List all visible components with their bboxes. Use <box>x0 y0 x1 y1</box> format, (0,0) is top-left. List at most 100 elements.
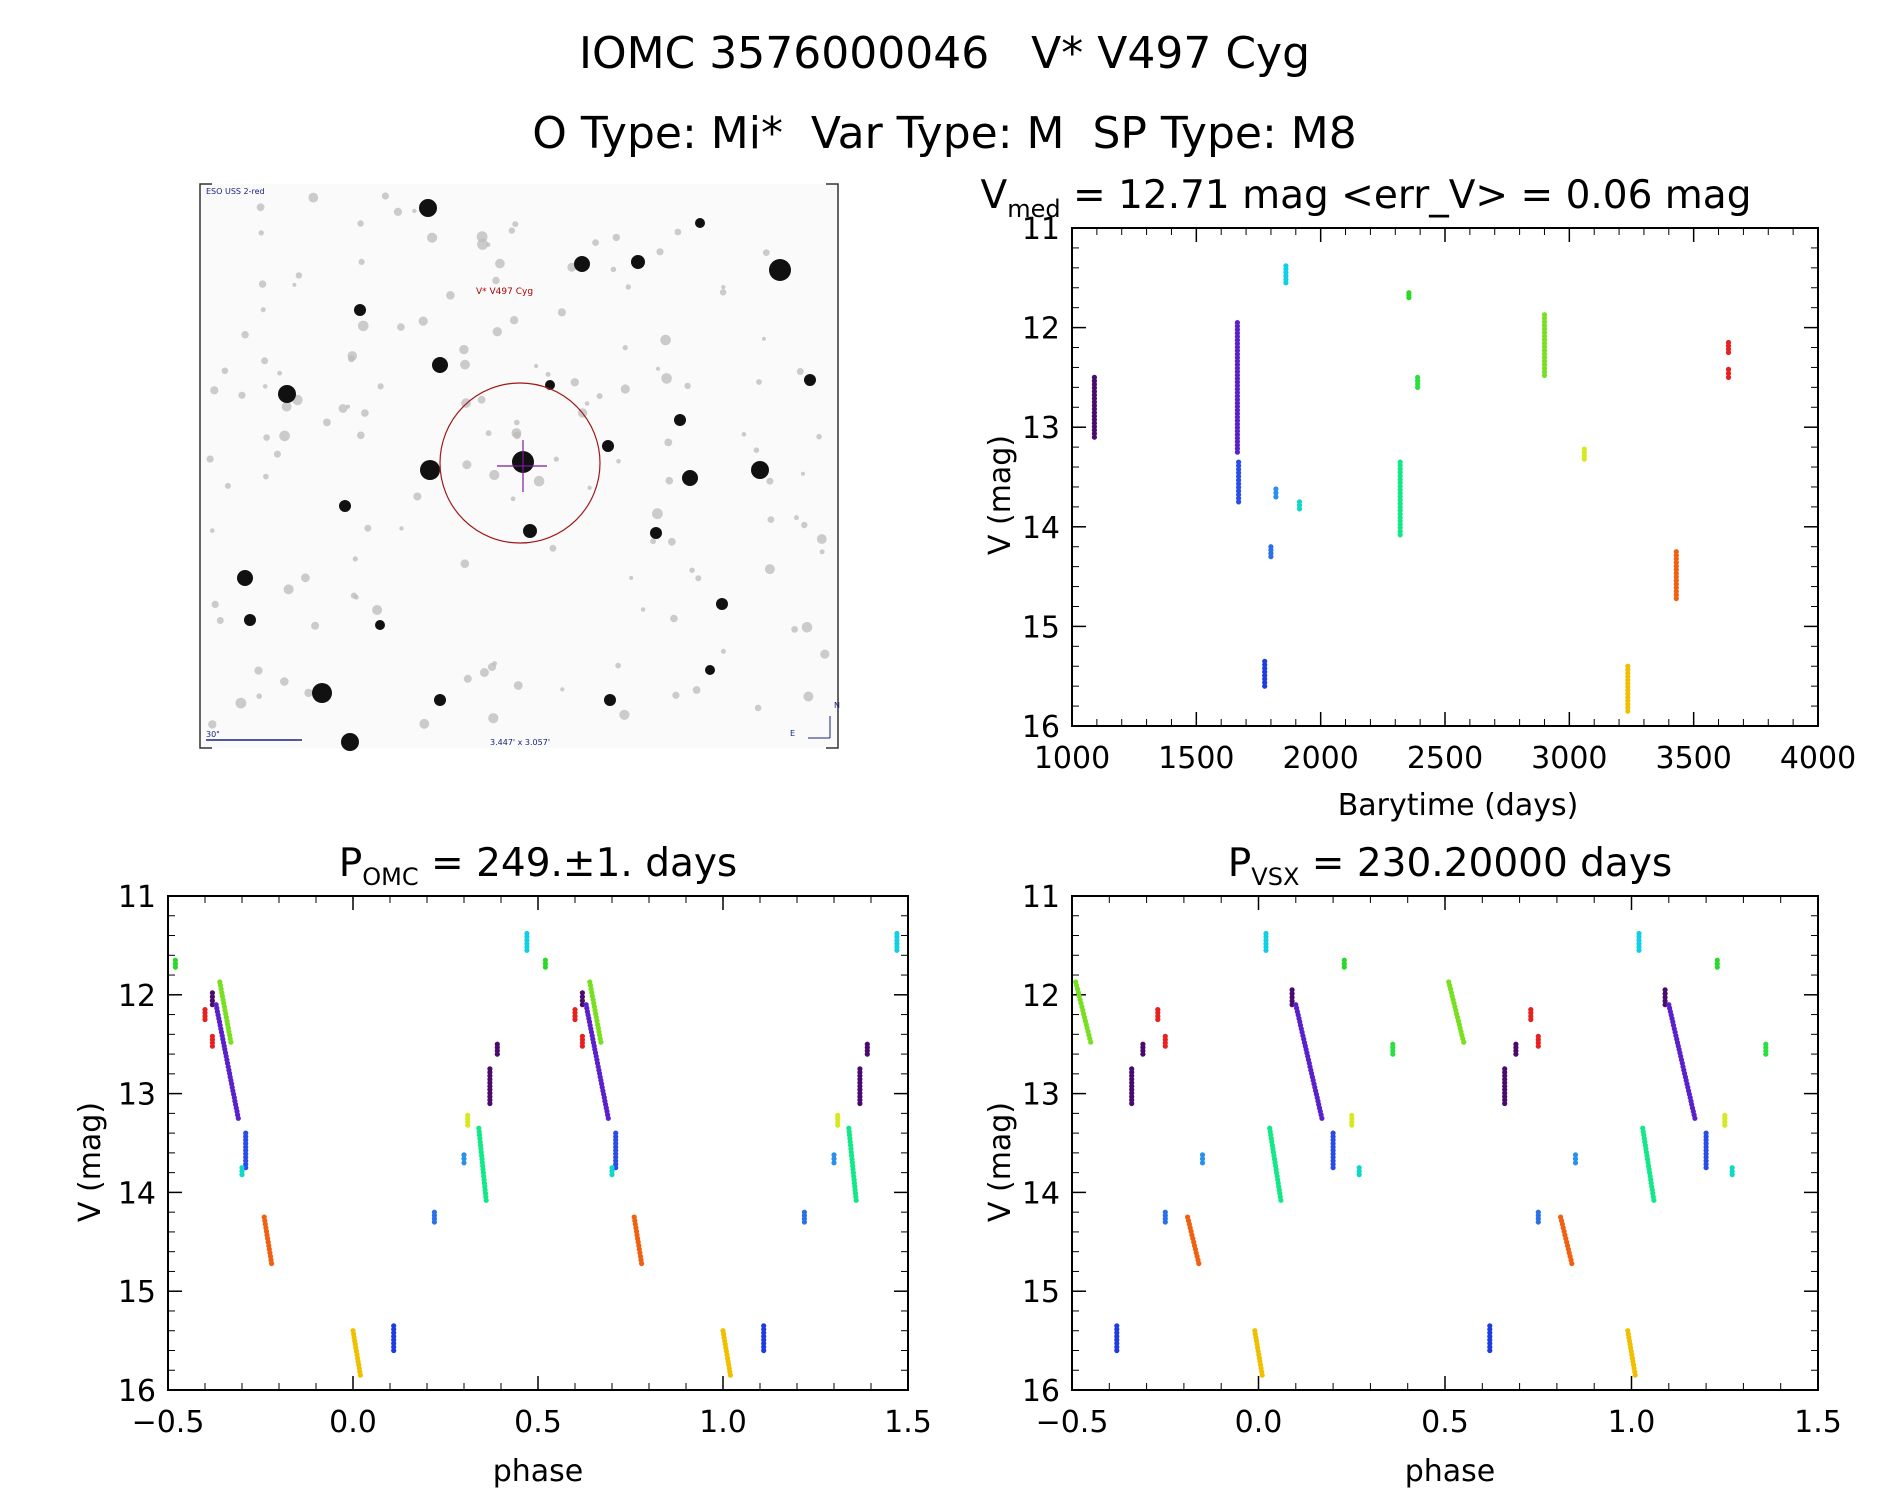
phase_omc-data-point <box>579 998 586 1004</box>
finder-bright-star <box>237 570 253 586</box>
lightcurve-data-point <box>1406 295 1412 301</box>
figure-title-line1: IOMC 3576000046 V* V497 Cyg <box>578 28 1311 79</box>
finder-star <box>692 686 701 694</box>
finder-star <box>652 508 663 520</box>
lightcurve-xtick-label: 4000 <box>1780 741 1856 776</box>
phase_vsx-data-point <box>1662 998 1668 1004</box>
lightcurve-data-point <box>1236 488 1242 494</box>
finder-star <box>463 674 472 683</box>
finder-bright-star <box>420 460 440 480</box>
finder-star <box>661 373 672 384</box>
lightcurve-data-point <box>1236 492 1242 498</box>
finder-star <box>668 537 676 546</box>
finder-star <box>206 455 214 463</box>
finder-star <box>800 471 806 476</box>
finder-star <box>629 575 634 580</box>
phase_vsx-data-point <box>1703 1165 1709 1171</box>
phase_omc-data-point <box>465 1122 471 1128</box>
phase_omc-data-point <box>831 1160 837 1166</box>
finder-star <box>492 276 500 285</box>
finder-star <box>512 221 519 228</box>
finder-star <box>311 621 320 630</box>
lightcurve-data-point <box>1273 494 1279 500</box>
phase_vsx-data-point <box>1114 1340 1120 1346</box>
phase_vsx-data-point <box>1162 1043 1168 1049</box>
lightcurve-data-point <box>1236 463 1242 469</box>
phase_omc-data-point <box>894 947 900 953</box>
phase_vsx-data-point <box>1487 1340 1493 1346</box>
finder-fov-label: 3.447' x 3.057' <box>490 738 550 747</box>
finder-star <box>273 450 281 458</box>
phase_omc-data-point <box>431 1219 437 1225</box>
phase_omc-data-point <box>391 1330 397 1336</box>
phase_omc-data-point <box>524 947 530 953</box>
lightcurve-data-point <box>1262 662 1268 668</box>
finder-star <box>283 584 294 595</box>
finder-star <box>513 431 521 440</box>
finder-star <box>357 220 364 227</box>
finder-star <box>263 434 270 441</box>
phase_omc-data-point <box>639 1260 645 1267</box>
phase_omc-data-point <box>831 1156 837 1162</box>
phase_vsx-data-point <box>1199 1152 1206 1158</box>
phase_vsx-ytick-label: 14 <box>1022 1176 1060 1211</box>
finder-star <box>660 334 671 346</box>
phase-omc-xlabel: phase <box>493 1454 584 1489</box>
lightcurve-xtick-label: 3000 <box>1531 741 1607 776</box>
finder-target-label: V* V497 Cyg <box>476 287 533 297</box>
finder-star <box>489 469 500 481</box>
finder-star <box>820 649 830 659</box>
lightcurve-data-point <box>1581 456 1587 462</box>
finder-bright-star <box>631 255 645 269</box>
phase_omc-ytick-label: 14 <box>118 1176 156 1211</box>
finder-star <box>377 383 384 390</box>
phase-vsx-plot: −0.5 0.0 0.5 1.0 1.5 11 12 13 14 15 16 <box>1022 880 1842 1440</box>
phase_vsx-data-point <box>1259 1372 1265 1378</box>
phase_vsx-data-point <box>1632 1372 1638 1378</box>
lightcurve-data-point <box>1397 532 1403 538</box>
lightcurve-title-rest: = 12.71 mag <err_V> = 0.06 mag <box>1061 173 1752 218</box>
lightcurve-data-point <box>1541 344 1548 350</box>
phase_vsx-data-point <box>1662 991 1668 997</box>
finder-star <box>381 192 389 200</box>
lightcurve-data-point <box>1541 340 1548 346</box>
lightcurve-data-point <box>1268 554 1274 560</box>
finder-star <box>570 378 579 387</box>
finder-bright-star <box>312 683 332 703</box>
finder-star <box>427 232 438 243</box>
lightcurve-ytick-label: 14 <box>1022 511 1060 546</box>
finder-star <box>793 515 799 521</box>
lightcurve-data-point <box>1236 459 1242 465</box>
phase_vsx-data-point <box>1513 1051 1519 1057</box>
phase_vsx-ytick-label: 12 <box>1022 979 1060 1014</box>
target-crosshair <box>497 440 547 492</box>
finder-bright-star <box>419 199 437 217</box>
phase_omc-data-point <box>483 1197 489 1203</box>
finder-star <box>485 430 492 437</box>
finder-star <box>279 430 290 442</box>
finder-star <box>492 327 502 337</box>
finder-bright-star <box>804 374 816 386</box>
lightcurve-data-point <box>1673 556 1679 562</box>
lightcurve-data-point <box>1091 434 1097 440</box>
finder-star <box>509 316 519 325</box>
phase_vsx-data-point <box>1289 1002 1295 1008</box>
finder-star <box>720 648 726 654</box>
finder-star <box>796 368 804 375</box>
finder-star <box>596 393 603 400</box>
phase_omc-data-point <box>857 1100 863 1107</box>
phase_vsx-data-point <box>1390 1051 1396 1057</box>
finder-bright-star <box>432 357 448 373</box>
finder-star <box>619 709 630 720</box>
phase_vsx-data-point <box>1289 991 1295 997</box>
finder-star <box>221 367 229 375</box>
finder-star <box>664 438 673 447</box>
phase-vsx-title-rest: = 230.20000 days <box>1299 841 1672 886</box>
finder-bright-star <box>695 218 705 228</box>
finder-star <box>262 384 268 389</box>
finder-frame-right <box>826 183 839 749</box>
lightcurve-data-point <box>1541 362 1548 368</box>
finder-star <box>622 345 628 351</box>
phase_omc-data-point <box>801 1219 808 1225</box>
finder-bright-star <box>339 500 351 512</box>
